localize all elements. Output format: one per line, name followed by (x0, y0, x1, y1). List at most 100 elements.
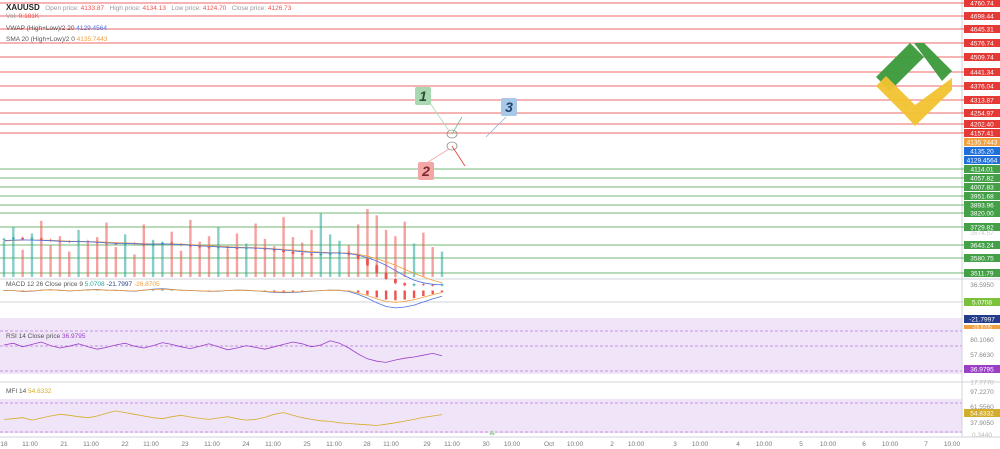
rsi-current-label: 36.9795 (970, 367, 994, 374)
rsi-current-badge (964, 365, 1000, 373)
rsi-label[interactable]: RSI 14 Close price (6, 333, 61, 340)
time-axis-label: 24 (242, 441, 250, 448)
mfi-axis-top: 97.2270 (970, 389, 994, 396)
volume-bar (375, 215, 378, 277)
volume-bar (394, 236, 397, 277)
candle-body (291, 251, 295, 254)
candle-body (235, 248, 239, 249)
candle-body (394, 279, 397, 284)
marker-one[interactable] (415, 87, 431, 105)
volume-bar (431, 247, 434, 277)
volume-bar (114, 247, 118, 277)
candle-body (300, 253, 304, 255)
time-axis-label: 4 (736, 441, 740, 448)
candle-body (310, 254, 313, 255)
resistance-level-label: 4509.74 (970, 55, 994, 62)
volume-bar (58, 236, 62, 277)
macd-histogram-bar (151, 289, 155, 291)
resistance-level-badge (964, 12, 1000, 20)
volume-label: Vol: (6, 13, 17, 20)
resistance-level-label: 4698.44 (970, 14, 994, 21)
support-level-badge (964, 254, 1000, 262)
macd-line-value-label: 5.0708 (972, 300, 992, 307)
candle-body (198, 246, 202, 248)
symbol-name[interactable]: XAUUSD (6, 3, 40, 12)
resistance-level-badge (964, 0, 1000, 7)
macd-histogram-bar (273, 290, 276, 292)
volume-bar (12, 227, 15, 277)
mfi-axis-mid: 61.5560 (970, 404, 994, 411)
open-label: Open price: (45, 5, 79, 12)
mfi-label[interactable]: MFI 14 (6, 388, 27, 395)
volume-bar (263, 238, 267, 277)
resistance-level-badge (964, 129, 1000, 137)
time-axis-label: 10:00 (882, 441, 899, 448)
volume-bar (412, 243, 416, 277)
marker-two-label: 2 (421, 163, 430, 179)
marker-one-pointer (429, 102, 450, 132)
macd-line-value-badge (964, 298, 1000, 306)
sma-label[interactable]: SMA 20 (High+Low)/2 0 (6, 36, 75, 43)
mfi-current-badge (964, 409, 1000, 417)
macd-label[interactable]: MACD 12 26 Close price 9 (6, 281, 83, 288)
candle-body (384, 272, 388, 279)
mfi-value: 54.8332 (28, 388, 52, 395)
macd-histogram-bar (375, 290, 378, 298)
low-value: 4124.70 (202, 5, 227, 12)
candle-body (2, 238, 6, 240)
macd-pane (2, 288, 444, 309)
support-level-badge (964, 201, 1000, 209)
resistance-level-badge (964, 109, 1000, 117)
resistance-level-label: 4576.74 (970, 41, 994, 48)
volume-bar (338, 240, 341, 277)
candle-body (403, 283, 407, 286)
time-axis-label: 30 (482, 441, 490, 448)
volume-bars (2, 209, 444, 277)
support-level-label: 3820.00 (970, 211, 994, 218)
volume-value: 0.181K (18, 13, 40, 20)
bull-arrow (451, 116, 463, 135)
macd-histogram-bar (21, 290, 24, 292)
sma-value: 4135.7443 (76, 36, 108, 43)
rsi-line (3, 340, 443, 363)
sma-current-badge (964, 138, 1000, 146)
low-label: Low price: (171, 5, 201, 12)
candle-body (207, 247, 211, 249)
macd-histogram-bar (263, 290, 267, 292)
volume-bar (21, 249, 24, 277)
marker-two[interactable] (418, 162, 434, 180)
candle-body (282, 250, 285, 252)
time-axis-label: 22 (121, 441, 129, 448)
volume-bar (133, 254, 136, 277)
support-level-badge (964, 192, 1000, 200)
support-level-label: 3729.82 (970, 225, 994, 232)
time-axis-label: 10:00 (567, 441, 584, 448)
candle-body (375, 265, 379, 273)
indicator-lines (3, 239, 443, 286)
time-axis-label: 11:00 (265, 441, 281, 448)
support-level-label: 3951.68 (970, 194, 994, 201)
macd-histogram-bar (403, 290, 406, 300)
open-value: 4133.87 (80, 5, 105, 12)
candle-body (39, 238, 43, 240)
support-level-badge (964, 183, 1000, 191)
rsi-value: 36.9795 (62, 333, 86, 340)
marker-three[interactable] (501, 98, 517, 116)
volume-bar (301, 242, 304, 277)
price-axis-labels: 4760.74 4698.44 4645.31 4576.74 4509.74 4441.… (964, 0, 1000, 439)
rsi-pane (3, 340, 443, 363)
support-level-badge (964, 209, 1000, 217)
mfi-line (3, 410, 443, 426)
macd-histogram-bar (49, 289, 52, 291)
volume-bar (245, 243, 248, 277)
high-label: High price: (109, 5, 141, 12)
vwap-label[interactable]: VWAP (High+Low)/2 20 (6, 25, 75, 32)
resistance-level-badge (964, 25, 1000, 33)
support-level-label: 3643.24 (970, 243, 994, 250)
time-axis-label: 11:00 (383, 441, 399, 448)
candle-body (412, 284, 416, 286)
mfi-axis-bottom: 0.3440 (972, 432, 992, 439)
bear-arrow (451, 145, 466, 167)
